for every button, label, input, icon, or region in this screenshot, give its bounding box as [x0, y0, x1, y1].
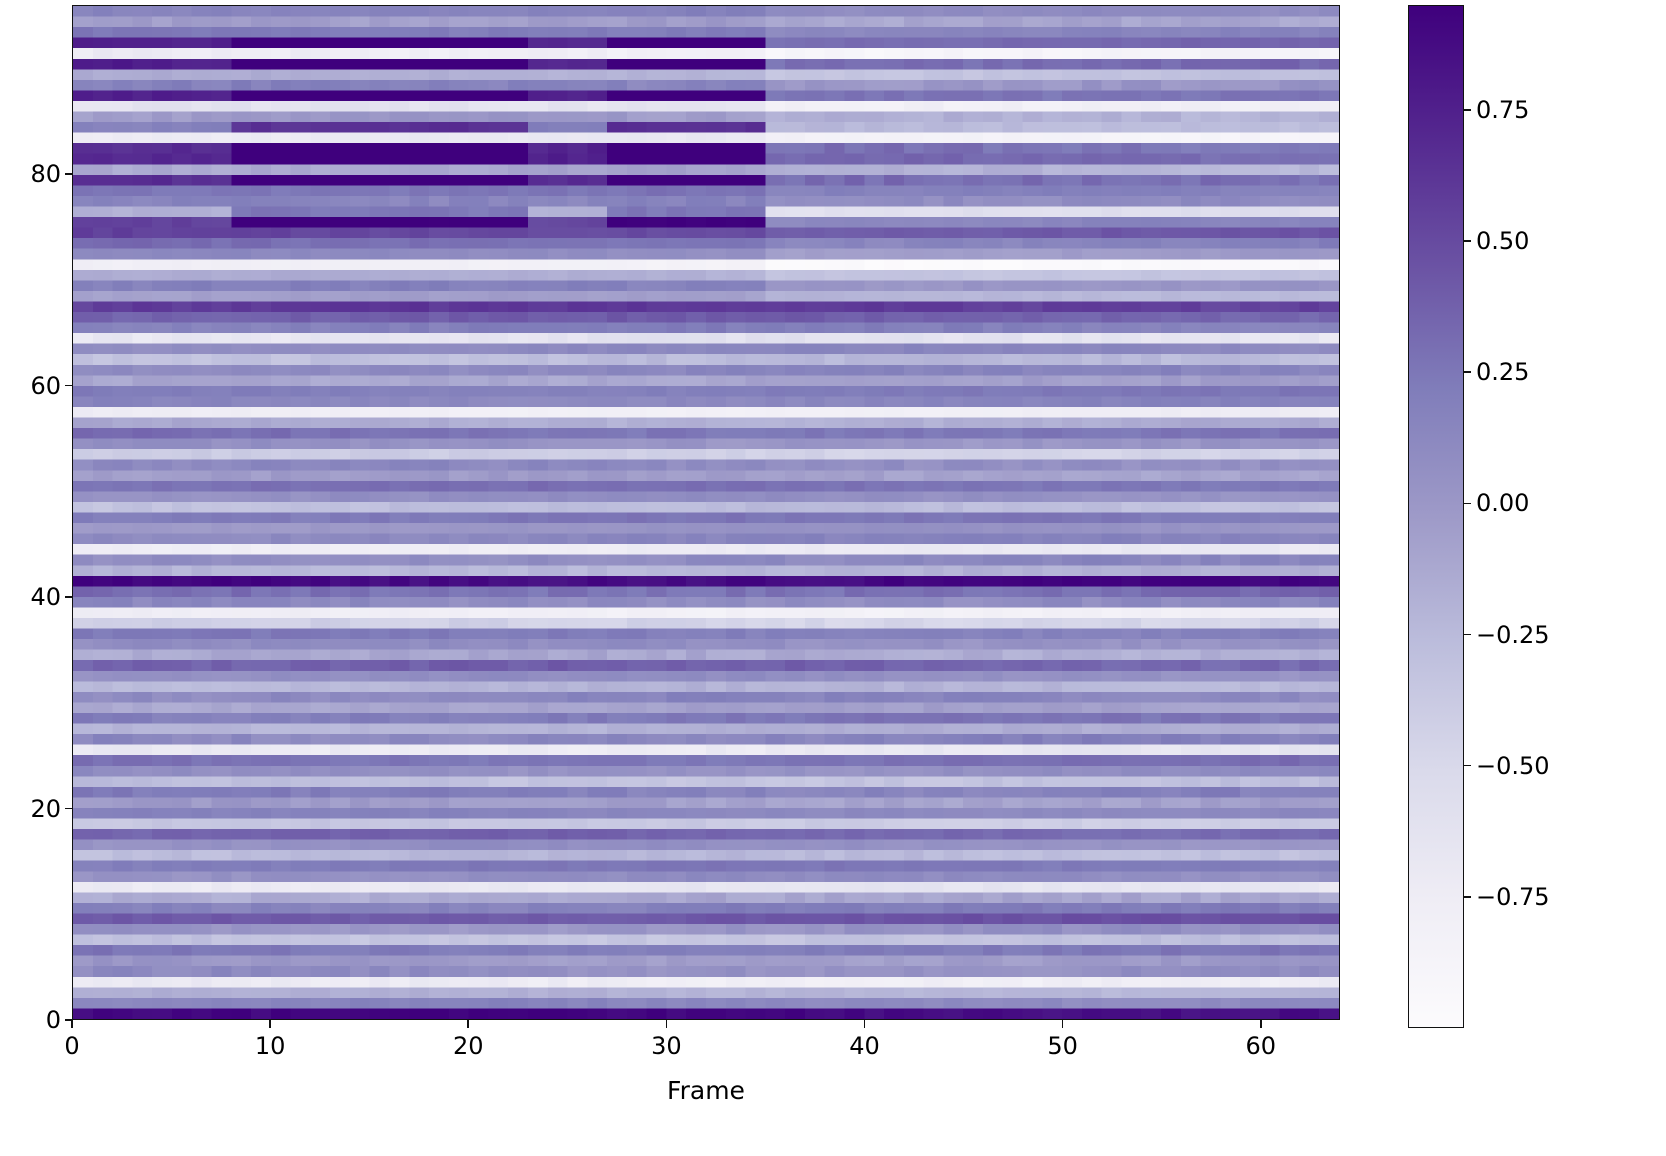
x-tick-mark: [863, 1020, 866, 1028]
heatmap-image: [73, 6, 1339, 1019]
colorbar-tick-mark: [1464, 633, 1471, 636]
y-tick-mark: [65, 807, 72, 810]
colorbar-tick-label: 0.50: [1476, 227, 1530, 256]
colorbar-tick-mark: [1464, 502, 1471, 505]
colorbar-tick-label: −0.25: [1476, 620, 1550, 649]
colorbar-tick-mark: [1464, 764, 1471, 767]
y-tick-label: 40: [30, 583, 61, 612]
x-tick-label: 50: [1047, 1032, 1078, 1060]
x-tick-label: 10: [254, 1032, 286, 1060]
colorbar-tick-mark: [1464, 240, 1471, 242]
colorbar-tick-mark: [1464, 896, 1471, 898]
colorbar-tick-mark: [1464, 109, 1471, 111]
x-tick-mark: [71, 1020, 73, 1028]
y-axis: Num_Joints * Dim_Features 0 20 40 60 80: [0, 0, 72, 1034]
y-tick-mark: [65, 596, 72, 598]
x-tick-label: 40: [849, 1032, 880, 1060]
y-tick-mark: [65, 1019, 72, 1021]
y-tick-mark: [65, 384, 72, 387]
y-tick-label: 0: [45, 1006, 61, 1034]
colorbar-tick-label: 0.75: [1476, 95, 1530, 124]
colorbar[interactable]: [1408, 5, 1464, 1028]
colorbar-tick-label: 0.00: [1476, 489, 1530, 518]
heatmap-axes[interactable]: [72, 5, 1340, 1020]
x-axis: 0 10 20 30 40 50 60: [0, 1020, 1340, 1100]
x-tick-label: 60: [1245, 1032, 1277, 1060]
y-tick-label: 60: [30, 371, 61, 400]
x-axis-label: Frame: [667, 1076, 745, 1105]
colorbar-tick-label: −0.50: [1476, 751, 1550, 780]
x-tick-label: 30: [651, 1032, 682, 1060]
x-tick-mark: [467, 1020, 470, 1028]
colorbar-gradient: [1409, 6, 1463, 1027]
x-tick-mark: [1061, 1020, 1064, 1028]
colorbar-tick-label: −0.75: [1476, 882, 1550, 911]
y-tick-mark: [65, 173, 72, 175]
x-tick-mark: [665, 1020, 668, 1028]
colorbar-ticks: 0.75 0.50 0.25 0.00 −0.25 −0.50 −0.75: [1464, 5, 1584, 1028]
x-tick-label: 20: [452, 1032, 484, 1060]
colorbar-tick-mark: [1464, 371, 1471, 374]
x-tick-mark: [1259, 1020, 1262, 1028]
colorbar-label: Value: [1580, 0, 1614, 39]
x-tick-label: 0: [64, 1032, 80, 1060]
y-axis-label: Num_Joints * Dim_Features: [0, 0, 30, 34]
colorbar-tick-label: 0.25: [1476, 358, 1530, 387]
x-tick-mark: [269, 1020, 271, 1028]
y-tick-label: 80: [30, 160, 61, 189]
y-tick-label: 20: [30, 794, 61, 823]
